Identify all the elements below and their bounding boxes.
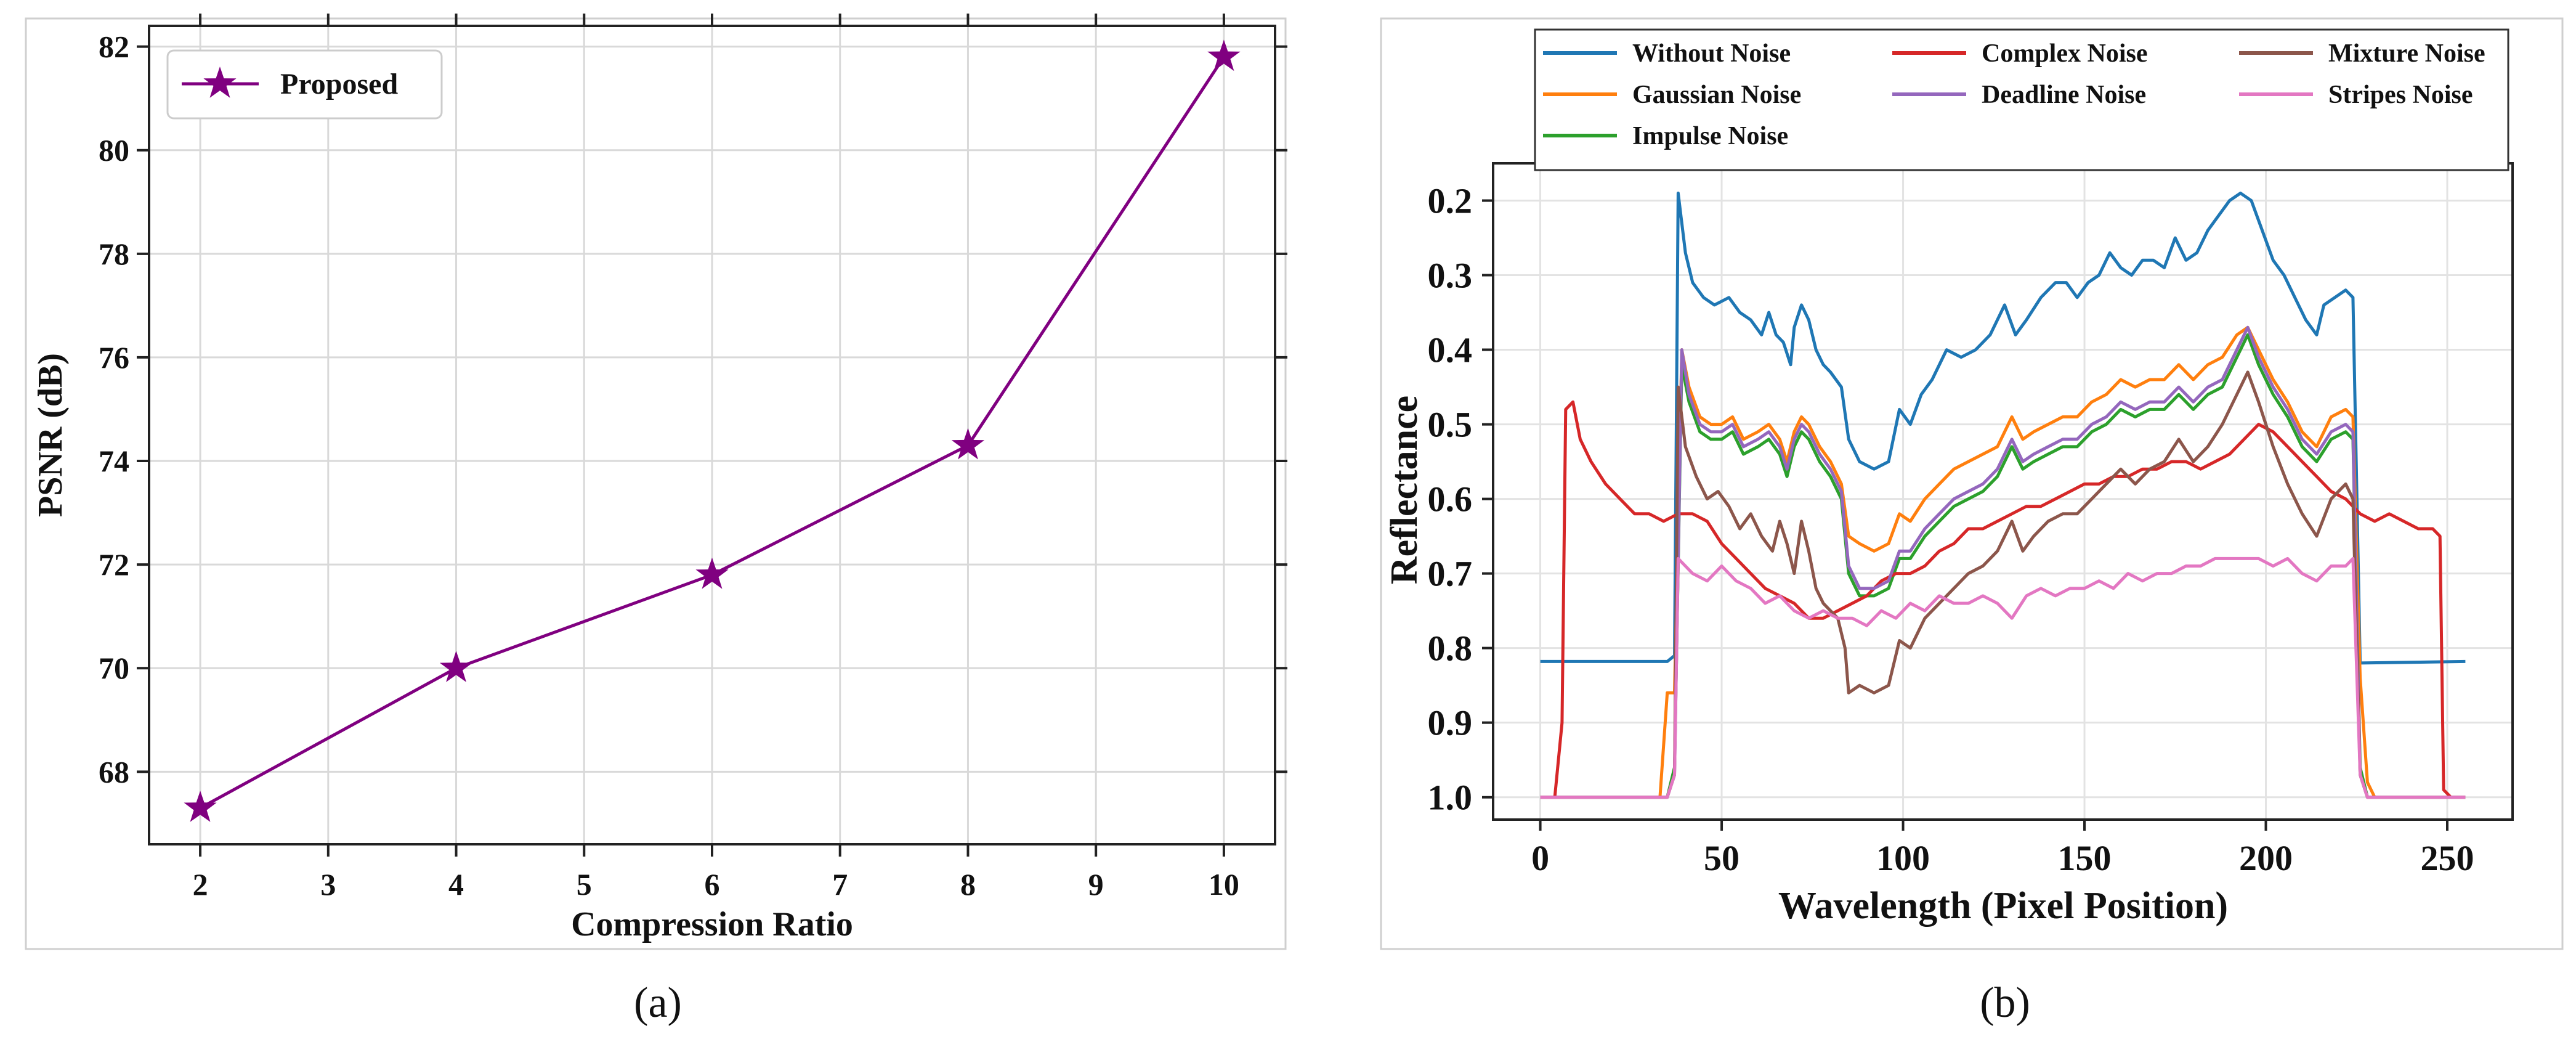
b-y-tick-label: 0.2 [1428, 181, 1473, 221]
series-line-mixture-noise [1540, 370, 2466, 799]
a-x-tick-label: 2 [193, 867, 208, 902]
b-y-tick-label: 1.0 [1428, 778, 1473, 818]
panel-b-legend: Without Noise Gaussian Noise Impulse Noise… [1534, 28, 2509, 171]
panel-b-chart: 0 50 100 150 200 250 0.2 0.3 0.4 0.5 0.6 0.7 0.8 0.9… [1380, 17, 2564, 950]
a-y-tick-label: 72 [99, 547, 129, 582]
data-point-proposed [1207, 39, 1241, 71]
panel-a-x-ticks: 2 3 4 5 6 7 8 9 10 [193, 14, 1239, 902]
panel-a-grid [149, 26, 1275, 844]
a-y-tick-label: 78 [99, 237, 129, 271]
b-y-tick-label: 0.9 [1428, 703, 1473, 743]
a-y-tick-label: 80 [99, 133, 129, 168]
legend-marker-proposed [203, 67, 237, 98]
panel-b-legend-box [1534, 28, 2509, 171]
series-line-impulse-noise [1540, 333, 2466, 799]
b-y-tick-label: 0.6 [1428, 479, 1473, 519]
panel-b-grid [1493, 163, 2513, 820]
a-y-tick-label: 70 [99, 651, 129, 685]
legend-label-complex-noise: Complex Noise [1982, 39, 2147, 68]
b-y-tick-label: 0.3 [1428, 256, 1473, 296]
panel-a-frame [25, 17, 1287, 950]
data-point-proposed [439, 651, 473, 682]
legend-label-stripes-noise: Stripes Noise [2328, 81, 2473, 109]
legend-label-without-noise: Without Noise [1632, 39, 1791, 68]
series-line-complex-noise [1540, 400, 2466, 799]
panel-a-legend: Proposed [166, 49, 443, 120]
b-x-tick-label: 0 [1531, 838, 1549, 878]
a-y-tick-label: 76 [99, 340, 129, 375]
panel-b-caption: (b) [1980, 979, 2030, 1027]
b-x-tick-label: 250 [2420, 838, 2474, 878]
a-y-tick-label: 68 [99, 754, 129, 789]
b-y-tick-label: 0.4 [1428, 330, 1473, 370]
data-point-proposed [695, 557, 729, 589]
panel-a-x-axis-label: Compression Ratio [571, 905, 853, 943]
panel-a-y-axis-label: PSNR (dB) [31, 353, 70, 517]
panel-a-y-ticks: 68 70 72 74 76 78 80 82 [99, 30, 1287, 789]
series-line-without-noise [1540, 191, 2466, 665]
panel-b-x-axis-label: Wavelength (Pixel Position) [1778, 885, 2228, 927]
legend-label-impulse-noise: Impulse Noise [1632, 122, 1788, 150]
legend-label-gaussian-noise: Gaussian Noise [1632, 81, 1801, 109]
panel-b-y-ticks: 0.2 0.3 0.4 0.5 0.6 0.7 0.8 0.9 1.0 [1428, 181, 1493, 818]
b-y-tick-label: 0.7 [1428, 554, 1473, 594]
panel-b-frame [1380, 17, 2564, 950]
a-x-tick-label: 6 [705, 867, 720, 902]
data-point-proposed [951, 428, 985, 460]
a-x-tick-label: 9 [1088, 867, 1104, 902]
legend-label-mixture-noise: Mixture Noise [2328, 39, 2485, 68]
panel-b-x-ticks: 0 50 100 150 200 250 [1531, 820, 2474, 878]
a-x-tick-label: 5 [577, 867, 592, 902]
panel-b-series [1540, 191, 2466, 799]
a-y-tick-label: 82 [99, 30, 129, 64]
series-line-stripes-noise [1540, 556, 2466, 799]
b-x-tick-label: 200 [2239, 838, 2293, 878]
series-line-deadline-noise [1540, 325, 2466, 799]
panel-a-series [184, 39, 1241, 822]
b-x-tick-label: 100 [1876, 838, 1930, 878]
legend-label-deadline-noise: Deadline Noise [1982, 81, 2146, 109]
a-x-tick-label: 3 [320, 867, 336, 902]
panel-b-y-axis-label: Reflectance [1383, 396, 1425, 584]
b-x-tick-label: 150 [2058, 838, 2112, 878]
a-x-tick-label: 7 [832, 867, 848, 902]
a-x-tick-label: 8 [960, 867, 976, 902]
panel-a-caption: (a) [634, 979, 682, 1027]
a-x-tick-label: 4 [448, 867, 464, 902]
series-line-gaussian-noise [1540, 325, 2466, 799]
data-point-proposed [184, 791, 217, 822]
legend-label-proposed: Proposed [280, 68, 398, 100]
b-y-tick-label: 0.5 [1428, 405, 1473, 445]
a-x-tick-label: 10 [1209, 867, 1239, 902]
b-y-tick-label: 0.8 [1428, 629, 1473, 669]
panel-a-legend-box [166, 49, 443, 120]
a-y-tick-label: 74 [99, 444, 129, 478]
b-x-tick-label: 50 [1704, 838, 1740, 878]
